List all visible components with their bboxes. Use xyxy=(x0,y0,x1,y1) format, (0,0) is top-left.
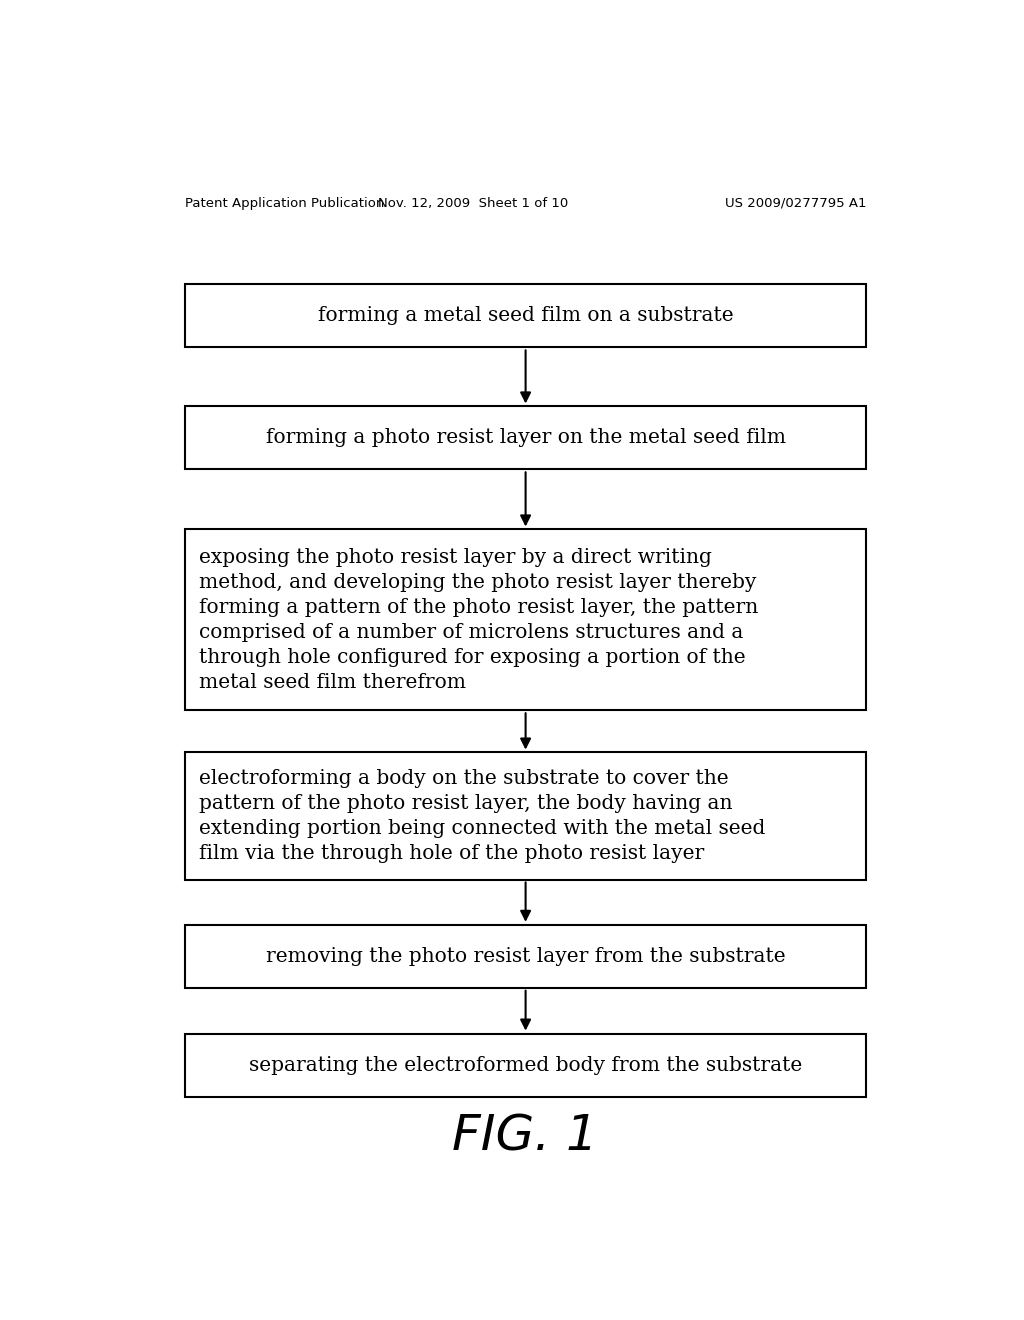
Text: electroforming a body on the substrate to cover the
pattern of the photo resist : electroforming a body on the substrate t… xyxy=(200,770,766,863)
FancyBboxPatch shape xyxy=(185,529,866,710)
Text: separating the electroformed body from the substrate: separating the electroformed body from t… xyxy=(249,1056,802,1074)
FancyBboxPatch shape xyxy=(185,1034,866,1097)
FancyBboxPatch shape xyxy=(185,407,866,470)
Text: Patent Application Publication: Patent Application Publication xyxy=(185,197,385,210)
Text: FIG. 1: FIG. 1 xyxy=(452,1113,598,1160)
FancyBboxPatch shape xyxy=(185,752,866,879)
FancyBboxPatch shape xyxy=(185,284,866,347)
Text: exposing the photo resist layer by a direct writing
method, and developing the p: exposing the photo resist layer by a dir… xyxy=(200,548,759,692)
Text: forming a photo resist layer on the metal seed film: forming a photo resist layer on the meta… xyxy=(265,429,785,447)
FancyBboxPatch shape xyxy=(185,925,866,987)
Text: Nov. 12, 2009  Sheet 1 of 10: Nov. 12, 2009 Sheet 1 of 10 xyxy=(378,197,568,210)
Text: removing the photo resist layer from the substrate: removing the photo resist layer from the… xyxy=(266,946,785,966)
Text: forming a metal seed film on a substrate: forming a metal seed film on a substrate xyxy=(317,306,733,326)
Text: US 2009/0277795 A1: US 2009/0277795 A1 xyxy=(725,197,866,210)
